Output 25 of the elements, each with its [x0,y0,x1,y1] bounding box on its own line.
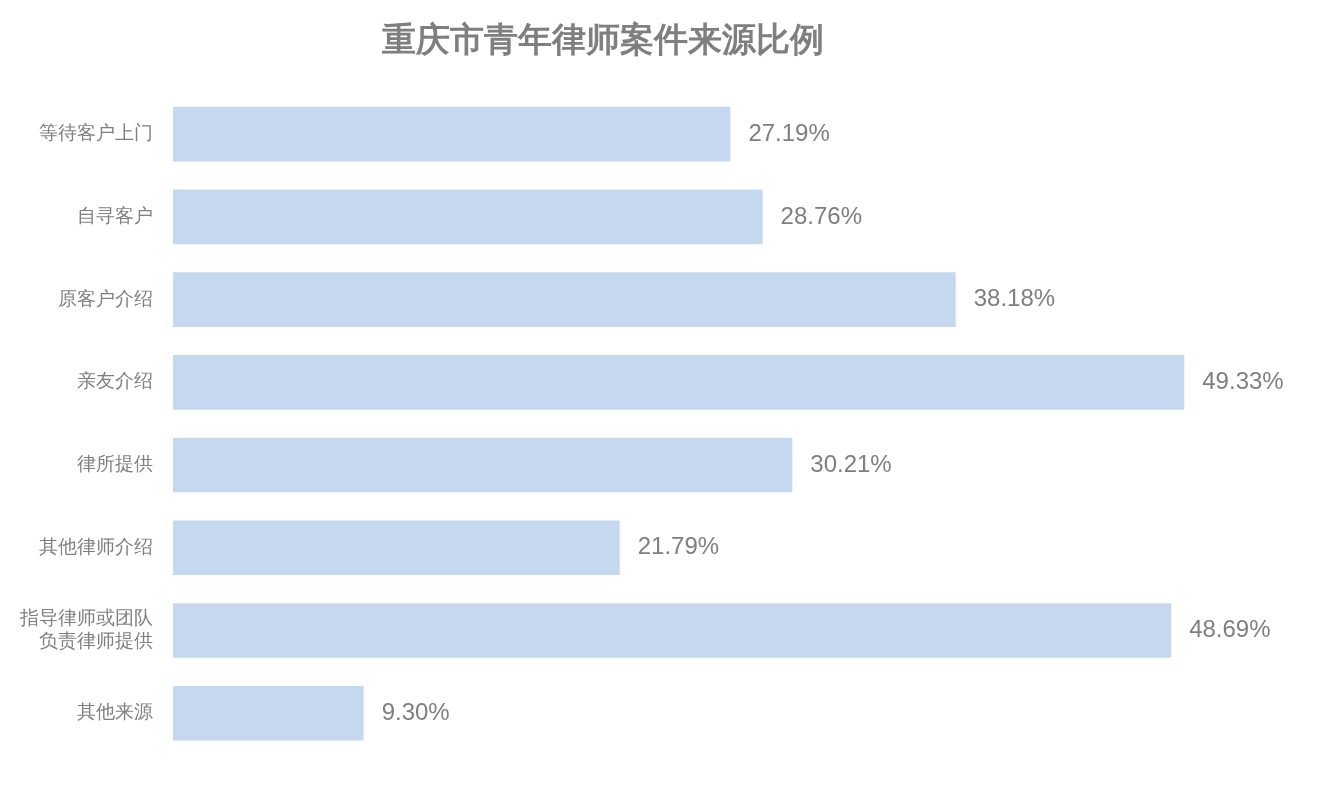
data-label: 28.76% [780,201,862,229]
data-label: 21.79% [637,532,720,560]
chart-title: 重庆市青年律师案件来源比例 [382,19,824,60]
y-tick-label: 等待客户上门 [39,121,153,144]
bar [173,520,620,576]
y-tick-label: 原客户介绍 [58,286,153,309]
data-label: 27.19% [748,118,830,146]
bar [173,106,731,162]
y-tick-label: 其他来源 [77,700,153,723]
y-tick-label: 指导律师或团队负责律师提供 [19,606,153,651]
y-tick-label: 律所提供 [77,452,153,474]
data-label: 9.30% [381,697,450,725]
bar [173,272,956,327]
bar [173,355,1185,410]
data-label: 30.21% [810,449,892,477]
bar [173,189,763,245]
bar [173,685,364,741]
data-label: 38.18% [973,284,1056,312]
bar [173,603,1172,658]
y-tick-label: 自寻客户 [77,203,153,226]
data-label: 49.33% [1202,366,1284,394]
data-label: 48.69% [1189,615,1271,643]
bar [173,437,793,493]
y-tick-label: 其他律师介绍 [39,534,153,557]
y-tick-label: 亲友介绍 [77,369,153,392]
